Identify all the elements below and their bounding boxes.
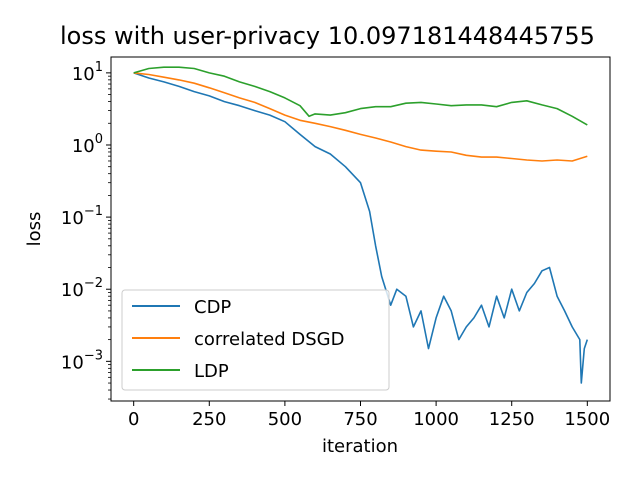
y-tick-base: 10: [61, 208, 84, 229]
y-tick-label: 101: [72, 60, 103, 85]
y-tick-label: 10−1: [61, 204, 103, 229]
series-line-2: [133, 72, 588, 162]
x-axis-ticks: 0 250 500 750 1000 1250 1500: [128, 401, 610, 430]
y-tick-base: 10: [72, 64, 95, 85]
y-tick-base: 10: [72, 136, 95, 157]
x-tick-label: 500: [268, 409, 302, 430]
legend: CDP correlated DSGD LDP: [121, 289, 390, 391]
y-axis-label: loss: [24, 212, 45, 247]
x-tick-label: 750: [343, 409, 377, 430]
x-tick-label: 0: [128, 409, 139, 430]
legend-label: correlated DSGD: [194, 329, 344, 350]
y-tick-exponent: −1: [84, 204, 103, 219]
y-tick-label: 100: [72, 132, 103, 157]
y-tick-exponent: −3: [84, 348, 103, 363]
series-layer: [133, 66, 589, 384]
x-tick-label: 250: [192, 409, 226, 430]
y-tick-exponent: 1: [95, 60, 103, 75]
x-tick-label: 1250: [489, 409, 535, 430]
legend-label: CDP: [194, 297, 231, 318]
series-line-3: [133, 66, 588, 126]
y-tick-exponent: −2: [84, 276, 103, 291]
y-tick-label: 10−3: [61, 348, 103, 373]
y-tick-label: 10−2: [61, 276, 103, 301]
x-tick-label: 1500: [564, 409, 610, 430]
y-tick-base: 10: [61, 280, 84, 301]
legend-box: [121, 289, 390, 391]
x-axis-label: iteration: [322, 436, 398, 457]
x-tick-label: 1000: [413, 409, 459, 430]
chart-title: loss with user-privacy 10.09718144844575…: [60, 22, 595, 50]
series-line-1: [133, 72, 589, 384]
legend-label: LDP: [194, 361, 229, 382]
y-tick-exponent: 0: [95, 132, 103, 147]
y-tick-base: 10: [61, 352, 84, 373]
